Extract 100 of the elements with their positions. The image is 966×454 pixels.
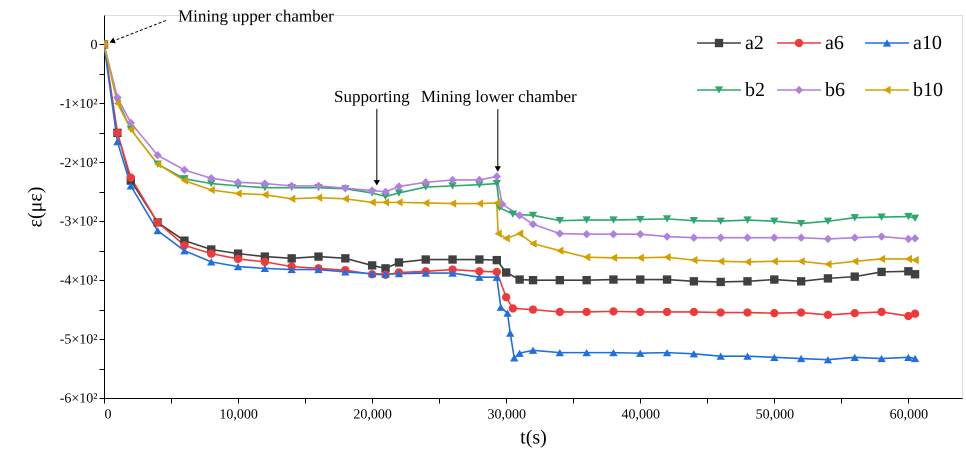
x-tick-label: 10,000 — [219, 408, 258, 422]
point — [716, 352, 725, 360]
point — [382, 198, 390, 207]
point — [314, 252, 323, 261]
point — [556, 217, 564, 224]
point — [556, 308, 564, 316]
point — [636, 350, 644, 357]
point — [662, 215, 672, 222]
point — [288, 182, 296, 190]
point — [716, 278, 725, 286]
point — [824, 260, 832, 268]
point — [690, 234, 698, 242]
point — [114, 99, 122, 108]
point — [234, 254, 242, 264]
point — [770, 308, 778, 318]
point — [126, 173, 135, 182]
point — [475, 255, 484, 264]
point — [824, 274, 832, 283]
point — [448, 176, 457, 184]
point — [690, 277, 698, 286]
point — [113, 93, 122, 102]
point — [850, 234, 859, 242]
x-tick-label: 0 — [104, 408, 112, 422]
y-tick-label: -3×10² — [60, 214, 98, 230]
point — [207, 174, 216, 182]
point — [796, 234, 806, 242]
point — [662, 308, 672, 316]
point — [506, 330, 514, 337]
legend-label: b6 — [825, 79, 845, 101]
point — [448, 269, 457, 277]
point — [609, 349, 618, 356]
point — [422, 178, 430, 187]
point — [368, 186, 376, 195]
point — [448, 255, 457, 264]
point — [877, 232, 886, 241]
point — [260, 258, 270, 266]
point — [494, 229, 502, 238]
point — [717, 257, 724, 266]
point — [126, 182, 135, 190]
point — [796, 220, 806, 228]
point — [690, 217, 698, 224]
annotation: Mining lower chamber — [420, 87, 578, 106]
point — [877, 308, 886, 316]
point — [288, 266, 296, 274]
point — [234, 189, 242, 198]
point — [743, 308, 752, 317]
point — [743, 234, 752, 242]
point — [261, 190, 268, 199]
point — [609, 307, 618, 316]
point — [911, 256, 919, 264]
y-tick-label: -1×10² — [60, 96, 98, 112]
y-tick-label: -2×10² — [60, 156, 98, 171]
point — [770, 275, 778, 284]
y-tick-label: -6×10² — [60, 392, 98, 406]
point — [743, 277, 752, 286]
point — [798, 257, 805, 266]
point — [556, 246, 564, 255]
point — [904, 312, 913, 320]
point — [528, 276, 538, 284]
point — [502, 234, 510, 242]
point — [690, 350, 698, 358]
point — [609, 216, 618, 224]
point — [850, 308, 859, 318]
point — [910, 214, 920, 222]
point — [850, 214, 859, 222]
point — [153, 151, 162, 160]
point — [636, 275, 644, 284]
legend-label: b2 — [745, 79, 765, 101]
point — [796, 354, 806, 362]
point — [609, 230, 618, 238]
point — [492, 172, 501, 181]
point — [904, 234, 913, 244]
point — [824, 218, 832, 225]
point — [502, 268, 510, 277]
point — [904, 254, 912, 264]
point — [904, 354, 913, 361]
point — [582, 230, 591, 238]
point — [878, 254, 886, 264]
point — [716, 234, 725, 242]
point — [528, 346, 538, 354]
point — [743, 216, 752, 224]
point — [503, 310, 512, 317]
point — [743, 352, 752, 360]
point — [496, 304, 506, 311]
point — [508, 210, 518, 218]
point — [515, 275, 524, 284]
legend-label: a6 — [825, 32, 844, 54]
point — [492, 256, 501, 264]
point — [716, 308, 725, 317]
point — [636, 308, 644, 316]
point — [582, 349, 591, 356]
point — [180, 176, 188, 185]
point — [609, 275, 618, 284]
point — [824, 356, 832, 364]
point — [515, 211, 524, 220]
point — [516, 229, 524, 238]
legend-label: b10 — [913, 79, 943, 101]
point — [824, 234, 832, 244]
annotation: Mining upper chamber — [178, 6, 334, 26]
point — [475, 267, 484, 276]
